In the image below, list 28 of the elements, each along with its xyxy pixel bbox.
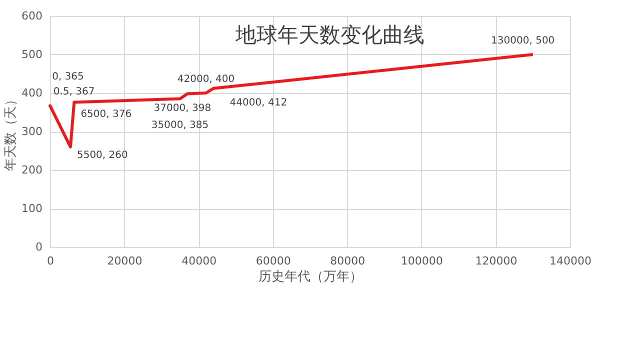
data-label: 44000, 412: [230, 97, 288, 108]
x-tick-label: 80000: [330, 254, 366, 268]
data-label: 5500, 260: [76, 150, 128, 161]
y-tick-label: 0: [36, 240, 42, 254]
line-series: [48, 53, 534, 148]
data-label: 0.5, 367: [53, 86, 95, 98]
x-tick-label: 0: [47, 254, 54, 268]
y-tick-label: 500: [22, 48, 42, 61]
y-tick-label: 400: [22, 86, 42, 100]
x-tick-label: 20000: [107, 254, 142, 268]
x-tick-label: 60000: [256, 254, 291, 268]
x-tick-label: 120000: [475, 254, 518, 268]
x-tick-label: 40000: [182, 254, 217, 268]
data-label: 0, 365: [52, 71, 84, 82]
data-label: 130000, 500: [491, 36, 555, 46]
chart-title: 地球年天数变化曲线: [234, 23, 424, 47]
y-tick-label: 200: [22, 164, 42, 176]
y-tick-label: 100: [22, 202, 42, 215]
y-axis-title: 年天数（天）: [4, 93, 19, 171]
data-label: 42000, 400: [177, 74, 235, 85]
y-tick-label: 300: [22, 125, 42, 138]
x-axis-title: 历史年代（万年）: [258, 270, 362, 284]
data-label: 6500, 376: [80, 109, 132, 120]
data-label: 37000, 398: [154, 102, 212, 114]
x-tick-label: 100000: [400, 254, 443, 268]
x-tick-label: 140000: [550, 254, 592, 268]
y-tick-label: 600: [22, 10, 42, 22]
data-label: 35000, 385: [151, 120, 209, 131]
